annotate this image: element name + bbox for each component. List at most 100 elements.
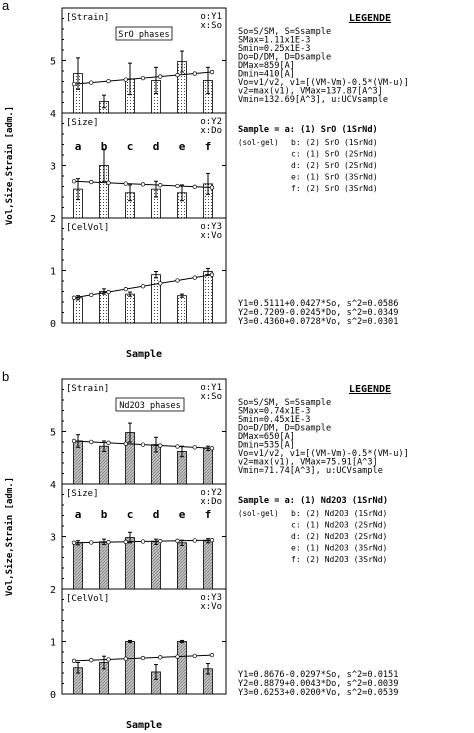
fig-b-bar (125, 537, 135, 590)
fig-a-ylabel: Vol,Size,Strain [adm.] (4, 106, 15, 225)
fig-a-fit-marker (71, 81, 77, 87)
fig-a-fit-marker (209, 69, 215, 75)
fig-b-sample-header: Sample = a: (1) Nd2O3 (1SrNd) (238, 496, 388, 506)
fig-b-panel-key: o:Y1 (200, 383, 222, 393)
fig-b-fit-marker (209, 653, 215, 658)
fig-b-panel-label: [Size] (66, 489, 99, 499)
fig-a-category-label: b (101, 140, 108, 153)
fig-a-sample-item: b: (2) SrO (1SrNd) (291, 138, 378, 147)
fig-a-fit-equation: Y3=0.4360+0.0728*Vo, s^2=0.0301 (238, 317, 398, 327)
fig-b-phase-label: Nd2O3 phases (119, 401, 180, 411)
fig-a-sample-header: Sample = a: (1) SrO (1SrNd) (238, 125, 378, 135)
fig-a-fit-marker (71, 179, 77, 184)
fig-b-fit-marker (192, 445, 197, 450)
fig-b-legend-line: Dmin=535[A] (238, 441, 295, 451)
fig-b-fit-marker (192, 538, 197, 543)
fig-a-fit-marker (140, 284, 146, 289)
fig-b-fit-marker (158, 443, 163, 448)
fig-b-fit-marker (192, 653, 197, 659)
fig-a-panel-key: o:Y1 (200, 12, 222, 22)
fig-b-panel-label: [CelVol] (66, 594, 109, 604)
fig-a-fit-marker (175, 278, 180, 283)
fig-a-panel-label: [Strain] (66, 13, 109, 23)
fig-a-bar (73, 297, 83, 324)
fig-a-xlabel: Sample (126, 349, 162, 360)
fig-b-ytick-label: 5 (50, 428, 56, 439)
fig-a-category-label: a (75, 140, 82, 153)
fig-b-fit-marker (89, 439, 94, 445)
fig-a-fit-marker (192, 184, 197, 189)
fig-a-category-label: f (205, 140, 212, 153)
fig-a-ytick-label: 4 (50, 109, 56, 120)
fig-a-bar (203, 271, 213, 324)
fig-b-ytick-label: 2 (50, 585, 56, 596)
fig-b-fit-marker (106, 657, 111, 662)
fig-b-fit-marker (140, 539, 146, 544)
fig-a-ytick-label: 3 (50, 162, 56, 173)
fig-a-fit-marker (209, 185, 215, 190)
fig-b-fit-marker (106, 440, 111, 445)
figure-b-letter: b (2, 369, 10, 384)
fig-b-panel-key: o:Y3 (200, 593, 222, 603)
fig-a-legend-line: So=S/SM, S=Ssample (238, 27, 331, 37)
fig-a-fit-marker (175, 183, 180, 189)
fig-b-legend-line: Do=D/DM, D=Dsample (238, 424, 331, 434)
fig-b-fit-equation: Y3=0.6253+0.0200*Vo, s^2=0.0539 (238, 688, 398, 698)
fig-b-ytick-label: 1 (50, 638, 56, 649)
fig-a-fit-equation: Y1=0.5111+0.0427*So, s^2=0.0586 (238, 299, 398, 309)
fig-a-ytick-label: 5 (50, 57, 56, 68)
fig-a-legend-line: Vmin=132.69[A^3], u:UCVsample (238, 95, 388, 105)
fig-b-legend-line: Vmin=71.74[A^3], u:UCVsample (238, 466, 383, 476)
fig-b-legend-line: Smin=0.45x1E-3 (238, 415, 310, 425)
fig-b-fit-marker (123, 441, 128, 446)
fig-b-panel-key: x:Do (200, 497, 222, 507)
fig-b-fit-marker (140, 655, 146, 661)
fig-b-bar (99, 541, 109, 590)
fig-a-legend-line: v2=max(v1), VMax=137.87[A^3] (238, 87, 383, 97)
fig-a-panel-key: o:Y2 (200, 117, 222, 127)
fig-a-fit-marker (140, 75, 146, 81)
fig-b-fit-marker (158, 655, 163, 660)
fig-a-bar (177, 295, 187, 324)
fig-b-xlabel: Sample (126, 720, 162, 731)
fig-b-bar (177, 641, 187, 695)
fig-a-fit-marker (123, 181, 128, 186)
fig-b-bar (125, 641, 135, 695)
fig-b-fit-marker (175, 538, 180, 543)
fig-a-fit-equation: Y2=0.7209-0.0245*Do, s^2=0.0349 (238, 308, 398, 318)
fig-b-ytick-label: 3 (50, 533, 56, 544)
fig-a-sample-item: d: (2) SrO (2SrNd) (291, 161, 378, 170)
fig-a-ytick-label: 2 (50, 214, 56, 225)
fig-a-sample-item: c: (1) SrO (2SrNd) (291, 150, 378, 159)
fig-a-fit-marker (192, 71, 197, 76)
fig-b-ylabel: Vol,Size,Strain [adm.] (4, 477, 15, 596)
fig-b-legend-title: LEGENDE (349, 384, 391, 395)
fig-b-panel-key: o:Y2 (200, 488, 222, 498)
fig-b-fit-marker (158, 539, 163, 544)
fig-a-phase-box (115, 26, 173, 41)
fig-a-fit-marker (209, 272, 215, 277)
fig-a-legend-line: Vo=v1/v2, v1=[(VM-Vm)-0.5*(VM-u)] (238, 78, 409, 88)
fig-b-fit-marker (89, 658, 94, 663)
fig-a-bar (125, 293, 135, 324)
fig-b-legend-line: So=S/SM, S=Ssample (238, 398, 331, 408)
fig-a-fit-marker (123, 286, 128, 292)
fig-a-fit-marker (158, 281, 163, 286)
fig-a-fit-marker (192, 275, 197, 280)
fig-b-fit-marker (175, 654, 180, 659)
fig-b-legend-line: SMax=0.74x1E-3 (238, 407, 310, 417)
fig-a-plot-frame (61, 7, 227, 324)
fig-a-bar (99, 291, 109, 324)
fig-a-ytick-label: 1 (50, 267, 56, 278)
fig-b-fit-marker (209, 538, 215, 543)
fig-a-fit-marker (71, 295, 77, 300)
fig-a-panel-key: x:Vo (200, 231, 222, 241)
fig-a-sample-item: e: (1) SrO (3SrNd) (291, 173, 378, 182)
fig-a-fit-marker (158, 183, 163, 188)
fig-a-legend-line: Smin=0.25x1E-3 (238, 44, 310, 54)
fig-b-plot-frame (61, 378, 227, 695)
fig-a-fit-marker (89, 292, 94, 298)
fig-b-fit-marker (123, 539, 128, 544)
fig-b-fit-marker (106, 539, 111, 545)
fig-a-panel-label: [Size] (66, 118, 99, 128)
